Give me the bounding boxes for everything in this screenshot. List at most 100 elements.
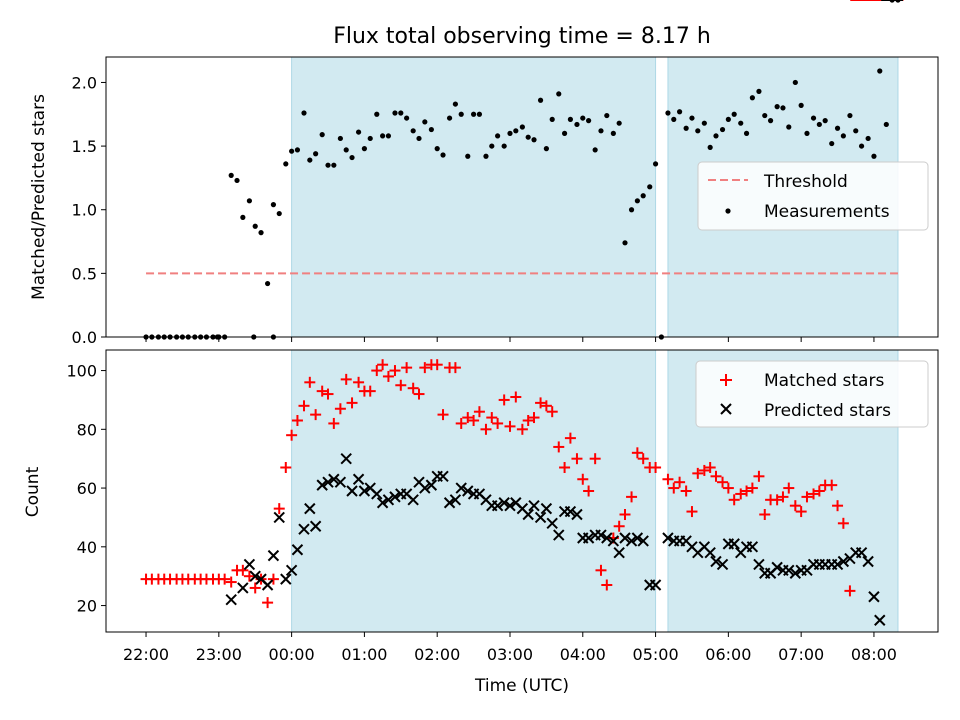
matched-star-marker [613,520,625,532]
measurement-point [325,162,331,168]
matched-star-marker [346,397,358,409]
matched-star-marker [304,376,316,388]
measurement-point [410,128,416,134]
measurement-point [780,105,786,111]
predicted-star-marker [340,452,352,465]
matched-star-marker [783,482,795,494]
measurement-point [676,109,683,115]
matched-star-marker [437,409,449,421]
measurement-point [276,210,282,217]
x-tick-label: 06:00 [705,645,751,664]
x-axis-label: Time (UTC) [474,676,569,696]
measurement-point [713,133,719,139]
predicted-star-marker [704,546,716,559]
matched-star-marker [844,585,856,597]
predicted-star-marker [498,497,510,509]
predicted-star-marker [716,558,729,571]
matched-star-marker [377,359,389,371]
ratio-legend: Threshold Measurements [697,161,929,231]
matched-star-marker [262,597,274,609]
measurement-point [829,140,835,147]
matched-star-marker [243,570,255,582]
matched-star-marker [789,500,801,512]
matched-star-marker [219,573,231,585]
measurement-point [853,128,859,134]
legend-measurements-label: Measurements [764,202,890,222]
measurement-point [513,128,519,134]
count-y-tick-label: 100 [66,362,97,381]
measurement-point [695,128,701,134]
matched-star-marker [298,400,310,412]
predicted-star-marker [553,529,565,541]
measurement-point [428,126,434,133]
predicted-star-marker [443,497,456,509]
matched-star-marker [589,453,601,465]
measurement-point [647,184,653,190]
measurement-point [628,207,635,213]
matched-star-marker [473,406,485,418]
measurement-point [349,154,355,161]
measurement-point [489,143,495,149]
matched-star-marker [668,482,680,494]
measurement-point [725,116,731,122]
predicted-star-marker [376,497,389,509]
measurement-point [822,118,828,124]
predicted-star-marker [346,485,358,497]
measurement-point [301,110,307,116]
predicted-star-marker [874,614,886,626]
matched-star-marker [419,362,431,374]
measurement-point [307,157,313,163]
measurement-point [719,126,726,133]
matched-star-marker [322,388,334,400]
matched-star-marker [650,462,662,473]
predicted-star-marker [710,555,722,568]
predicted-star-marker [540,502,553,515]
measurement-point [877,68,883,74]
predicted-star-marker [607,535,620,547]
count-legend: Matched stars Predicted stars [695,360,929,428]
measurement-point [404,115,410,121]
measurement-point [531,137,537,143]
measurement-point [465,153,471,159]
predicted-star-marker [316,479,328,491]
matched-star-marker [462,412,474,424]
matched-star-marker [637,453,649,465]
matched-star-marker [480,423,492,435]
predicted-star-marker [619,532,631,544]
ratio-plot-frame [105,56,939,338]
matched-star-marker [710,470,722,482]
matched-star-marker [722,482,734,494]
chart-title: Flux total observing time = 8.17 h [333,24,711,49]
matched-star-marker [353,376,365,388]
measurement-point [319,132,325,138]
ratio-y-axis-label: Matched/Predicted stars [29,94,49,300]
count-panel: 20 40 60 80 100 22:00 23:00 00:00 01:00 02:00 03:… [23,0,939,696]
matched-star-marker [692,467,704,479]
x-tick-label: 04:00 [560,645,606,664]
matched-star-marker [237,564,249,576]
measurement-point [470,111,477,117]
matched-star-marker [364,385,376,397]
predicted-star-marker [449,494,462,506]
predicted-star-marker [728,538,740,550]
predicted-star-marker [437,470,449,483]
predicted-star-marker [267,549,280,562]
predicted-star-marker [837,555,850,568]
matched-star-marker [741,485,753,497]
measurement-point [707,144,713,150]
measurement-point [246,198,252,204]
measurement-point [756,88,762,94]
x-tick-label: 01:00 [341,645,387,664]
matched-star-marker [291,415,303,426]
measurement-point [543,146,549,152]
measurement-point [652,161,659,167]
matched-star-marker [735,488,747,500]
measurement-point [283,161,289,167]
measurement-point [440,152,446,158]
measurement-point [816,121,822,128]
measurement-point [798,102,804,108]
matched-star-marker [795,506,807,518]
measurement-point [240,214,246,220]
x-tick-label: 00:00 [269,645,315,664]
